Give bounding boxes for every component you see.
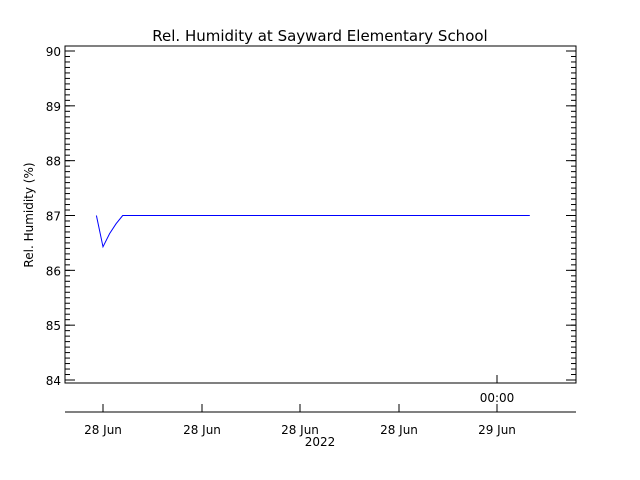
x-tick-label: 29 Jun bbox=[478, 423, 516, 437]
y-tick-label: 84 bbox=[46, 374, 61, 388]
plot-frame bbox=[64, 45, 577, 384]
x-tick-label: 28 Jun bbox=[281, 423, 319, 437]
y-tick-label: 85 bbox=[46, 319, 61, 333]
y-tick-label: 89 bbox=[46, 100, 61, 114]
x-tick-label: 28 Jun bbox=[380, 423, 418, 437]
x-axis: 28 Jun 28 Jun 28 Jun 28 Jun 29 Jun bbox=[65, 375, 576, 437]
y-axis-title: Rel. Humidity (%) bbox=[22, 162, 36, 267]
humidity-series-line bbox=[95, 215, 530, 249]
y-tick-label: 88 bbox=[46, 155, 61, 169]
y-tick-label: 87 bbox=[46, 210, 61, 224]
y-tick-label: 86 bbox=[46, 264, 61, 278]
chart-title: Rel. Humidity at Sayward Elementary Scho… bbox=[152, 27, 487, 45]
x-tick-label: 28 Jun bbox=[183, 423, 221, 437]
y-tick-label: 90 bbox=[46, 45, 61, 59]
x-tick-label: 28 Jun bbox=[84, 423, 122, 437]
x-year-label: 2022 bbox=[305, 435, 336, 449]
x-time-label: 00:00 bbox=[480, 391, 515, 405]
y-axis: 84 85 86 87 88 89 90 bbox=[46, 45, 576, 388]
